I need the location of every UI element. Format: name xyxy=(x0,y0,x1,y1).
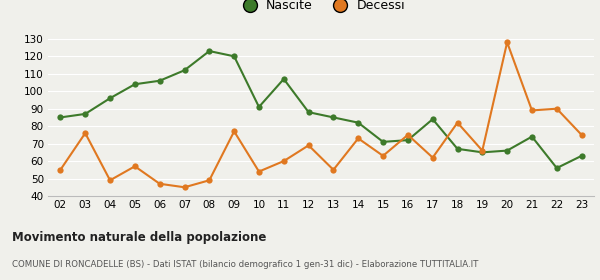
Decessi xyxy=(181,186,188,189)
Decessi xyxy=(429,156,436,159)
Nascite xyxy=(553,166,560,170)
Nascite xyxy=(256,105,263,109)
Nascite xyxy=(404,138,412,142)
Decessi xyxy=(379,154,386,158)
Decessi xyxy=(404,133,412,137)
Decessi xyxy=(206,179,213,182)
Nascite xyxy=(503,149,511,152)
Nascite xyxy=(181,69,188,72)
Legend: Nascite, Decessi: Nascite, Decessi xyxy=(232,0,410,17)
Nascite xyxy=(156,79,163,82)
Decessi xyxy=(553,107,560,110)
Nascite xyxy=(82,112,89,116)
Nascite xyxy=(330,116,337,119)
Nascite xyxy=(106,97,113,100)
Line: Decessi: Decessi xyxy=(57,39,585,190)
Nascite xyxy=(429,118,436,121)
Decessi xyxy=(305,144,312,147)
Decessi xyxy=(529,109,536,112)
Decessi xyxy=(256,170,263,173)
Decessi xyxy=(280,159,287,163)
Decessi xyxy=(106,179,113,182)
Nascite xyxy=(305,111,312,114)
Nascite xyxy=(578,154,585,158)
Decessi xyxy=(578,133,585,137)
Decessi xyxy=(57,168,64,171)
Text: Movimento naturale della popolazione: Movimento naturale della popolazione xyxy=(12,231,266,244)
Nascite xyxy=(479,151,486,154)
Decessi xyxy=(82,131,89,135)
Text: COMUNE DI RONCADELLE (BS) - Dati ISTAT (bilancio demografico 1 gen-31 dic) - Ela: COMUNE DI RONCADELLE (BS) - Dati ISTAT (… xyxy=(12,260,478,269)
Nascite xyxy=(230,55,238,58)
Decessi xyxy=(355,137,362,140)
Decessi xyxy=(330,168,337,171)
Nascite xyxy=(131,83,139,86)
Nascite xyxy=(529,135,536,138)
Decessi xyxy=(230,130,238,133)
Decessi xyxy=(156,182,163,185)
Nascite xyxy=(379,140,386,144)
Nascite xyxy=(355,121,362,124)
Decessi xyxy=(131,165,139,168)
Nascite xyxy=(206,49,213,53)
Decessi xyxy=(479,149,486,152)
Decessi xyxy=(503,41,511,44)
Decessi xyxy=(454,121,461,124)
Nascite xyxy=(280,77,287,81)
Line: Nascite: Nascite xyxy=(57,48,585,171)
Nascite xyxy=(454,147,461,151)
Nascite xyxy=(57,116,64,119)
